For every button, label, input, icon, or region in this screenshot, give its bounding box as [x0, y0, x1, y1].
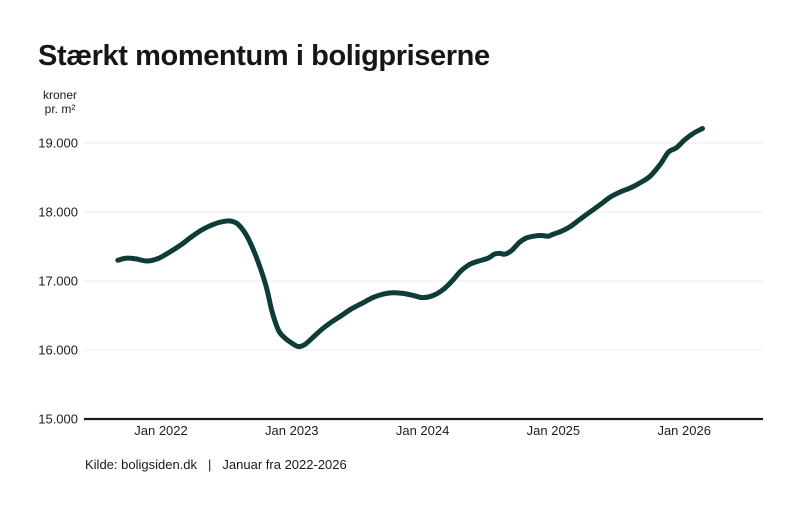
y-axis-unit-line-2: pr. m²: [44, 102, 76, 116]
x-tick-label: Jan 2026: [657, 423, 711, 438]
x-tick-label: Jan 2024: [396, 423, 450, 438]
period-label: Januar fra 2022-2026: [222, 457, 347, 472]
y-tick-label: 16.000: [38, 343, 78, 358]
chart-title: Stærkt momentum i boligpriserne: [38, 40, 490, 72]
y-axis-unit-line-1: kroner: [42, 88, 77, 102]
y-tick-label: 15.000: [38, 412, 78, 427]
source-label: Kilde: boligsiden.dk: [85, 457, 198, 472]
x-tick-label: Jan 2023: [265, 423, 319, 438]
y-tick-label: 17.000: [38, 274, 78, 289]
y-tick-label: 18.000: [38, 205, 78, 220]
x-tick-label: Jan 2025: [527, 423, 581, 438]
source-note: Kilde: boligsiden.dk | Januar fra 2022-202…: [85, 457, 347, 472]
x-tick-label: Jan 2022: [134, 423, 188, 438]
price-line: [115, 126, 705, 350]
y-tick-label: 19.000: [38, 136, 78, 151]
source-divider: |: [208, 457, 212, 472]
y-axis-unit-label: kroner pr. m²: [28, 88, 92, 116]
